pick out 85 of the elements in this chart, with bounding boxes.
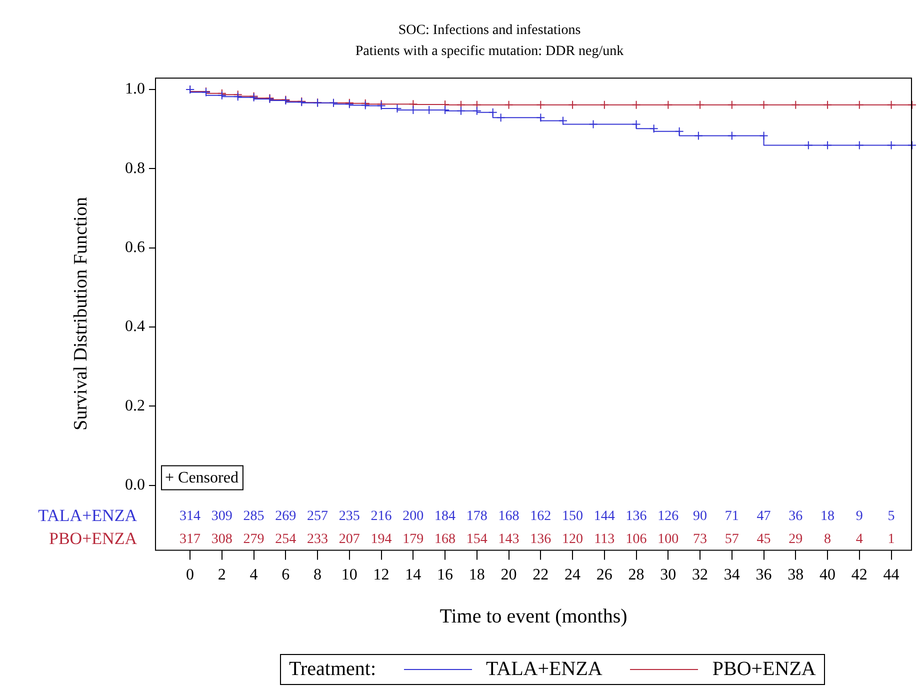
legend-title: Treatment: — [289, 658, 376, 681]
y-tick-label: 0.4 — [125, 318, 145, 336]
annotation: 254 — [275, 532, 296, 547]
text: TALA+ENZA — [38, 506, 137, 525]
annotation: 233 — [307, 532, 328, 547]
annotation: 168 — [498, 508, 520, 524]
annotation: 216 — [370, 508, 392, 524]
x-tick-label: 14 — [405, 566, 422, 584]
annotation: 113 — [594, 532, 615, 547]
annotation: 154 — [466, 532, 488, 547]
x-tick-label: 8 — [314, 566, 322, 584]
annotation: 73 — [693, 532, 708, 547]
x-tick-label: 30 — [660, 566, 676, 584]
annotation: 162 — [530, 508, 552, 524]
annotation: 285 — [243, 508, 264, 524]
y-axis-title: Survival Distribution Function — [70, 196, 92, 430]
legend-label: PBO+ENZA — [712, 658, 816, 681]
annotation: 184 — [434, 508, 456, 524]
x-tick-label: 28 — [628, 566, 644, 584]
annotation: 8 — [824, 532, 832, 547]
annotation: 57 — [724, 532, 739, 547]
x-tick-label: 26 — [596, 566, 612, 584]
annotation: 136 — [530, 532, 552, 547]
annotation: 36 — [788, 508, 803, 524]
annotation: 4 — [856, 532, 863, 547]
x-tick-label: 42 — [851, 566, 868, 584]
annotation: + Censored — [165, 469, 238, 486]
annotation: 179 — [402, 532, 424, 547]
x-tick-label: 36 — [756, 566, 772, 584]
x-tick-label: 4 — [250, 566, 258, 584]
annotation: 308 — [211, 532, 232, 547]
x-tick-label: 44 — [883, 566, 900, 584]
x-tick-label: 16 — [437, 566, 454, 584]
annotation: 144 — [594, 508, 615, 524]
x-tick-label: 18 — [468, 566, 485, 584]
annotation: 200 — [402, 508, 424, 524]
annotation: 178 — [466, 508, 488, 524]
x-tick-label: 40 — [820, 566, 836, 584]
annotation: 194 — [370, 532, 392, 547]
y-tick-label: 0.8 — [125, 160, 145, 177]
annotation: 143 — [498, 532, 520, 547]
annotation: 269 — [275, 508, 296, 524]
x-tick-label: 2 — [218, 566, 226, 584]
x-tick-label: 6 — [282, 566, 290, 584]
x-tick-label: 20 — [500, 566, 517, 584]
annotation: 235 — [338, 508, 360, 524]
x-axis-title: Time to event (months) — [440, 605, 628, 628]
annotation: 309 — [211, 508, 232, 524]
x-tick-label: 10 — [341, 566, 358, 584]
x-tick-label: 38 — [788, 566, 804, 584]
y-tick-label: 0.6 — [125, 239, 145, 256]
text: PBO+ENZA — [49, 528, 137, 548]
x-tick-label: 24 — [564, 566, 581, 584]
annotation: 5 — [888, 508, 895, 524]
annotation: 47 — [756, 508, 771, 524]
annotation: 90 — [693, 508, 708, 524]
chart-title: SOC: Infections and infestations — [398, 23, 581, 38]
annotation: 9 — [856, 508, 863, 524]
x-tick-label: 12 — [373, 566, 390, 584]
y-tick-label: 0.2 — [125, 397, 145, 414]
annotation: 106 — [626, 532, 647, 547]
annotation: 279 — [243, 532, 264, 547]
annotation: 150 — [562, 508, 584, 524]
annotation: 257 — [307, 508, 328, 524]
chart-subtitle: Patients with a specific mutation: DDR neg/unk — [355, 44, 624, 59]
annotation: 317 — [180, 532, 201, 547]
x-tick-label: 22 — [532, 566, 549, 584]
y-tick-label: 1.0 — [125, 80, 145, 98]
annotation: 314 — [180, 508, 201, 524]
legend-label: TALA+ENZA — [486, 658, 602, 681]
annotation: 71 — [724, 508, 739, 524]
x-tick-label: 0 — [186, 566, 194, 584]
annotation: 136 — [626, 508, 647, 524]
x-tick-label: 32 — [692, 566, 708, 584]
annotation: 168 — [434, 532, 456, 547]
annotation: 100 — [658, 532, 679, 547]
annotation: 120 — [562, 532, 584, 547]
annotation: 126 — [658, 508, 679, 524]
x-tick-label: 34 — [724, 566, 740, 584]
annotation: 18 — [820, 508, 835, 524]
annotation: 1 — [888, 532, 895, 547]
annotation: 207 — [338, 532, 360, 547]
y-tick-label: 0.0 — [125, 476, 145, 494]
annotation: 29 — [788, 532, 803, 547]
annotation: 45 — [756, 532, 771, 547]
